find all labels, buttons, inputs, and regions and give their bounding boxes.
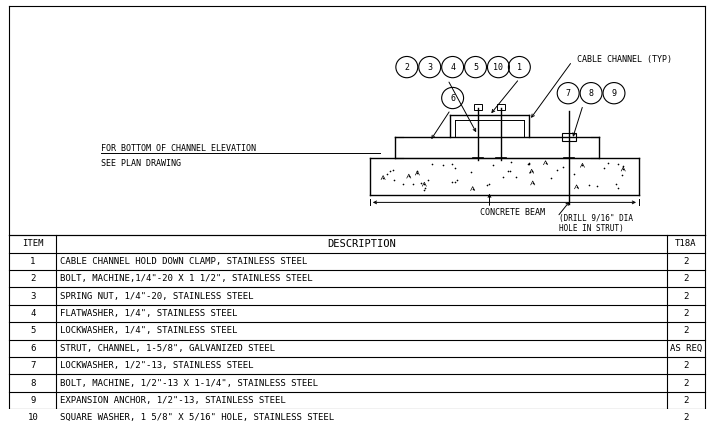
Text: 9: 9: [30, 396, 36, 405]
Text: SPRING NUT, 1/4"-20, STAINLESS STEEL: SPRING NUT, 1/4"-20, STAINLESS STEEL: [60, 292, 253, 300]
Text: 5: 5: [30, 326, 36, 335]
Text: CABLE CHANNEL HOLD DOWN CLAMP, STAINLESS STEEL: CABLE CHANNEL HOLD DOWN CLAMP, STAINLESS…: [60, 257, 308, 266]
Text: STRUT, CHANNEL, 1-5/8", GALVANIZED STEEL: STRUT, CHANNEL, 1-5/8", GALVANIZED STEEL: [60, 344, 275, 353]
Text: BOLT, MACHINE,1/4"-20 X 1 1/2", STAINLESS STEEL: BOLT, MACHINE,1/4"-20 X 1 1/2", STAINLES…: [60, 274, 313, 283]
Text: 3: 3: [30, 292, 36, 300]
Text: 6: 6: [450, 94, 455, 103]
Text: 2: 2: [683, 379, 688, 387]
Text: EXPANSION ANCHOR, 1/2"-13, STAINLESS STEEL: EXPANSION ANCHOR, 1/2"-13, STAINLESS STE…: [60, 396, 286, 405]
Text: 2: 2: [404, 62, 409, 72]
Text: 10: 10: [493, 62, 503, 72]
Text: 2: 2: [683, 326, 688, 335]
Text: 8: 8: [30, 379, 36, 387]
Text: 3: 3: [427, 62, 432, 72]
Text: DESCRIPTION: DESCRIPTION: [327, 239, 396, 249]
Text: CONCRETE BEAM: CONCRETE BEAM: [480, 208, 545, 216]
Text: 2: 2: [683, 361, 688, 370]
Text: 1: 1: [517, 62, 522, 72]
Text: 7: 7: [565, 89, 570, 97]
Text: CABLE CHANNEL (TYP): CABLE CHANNEL (TYP): [577, 55, 672, 64]
Text: SEE PLAN DRAWING: SEE PLAN DRAWING: [101, 159, 181, 168]
Text: ITEM: ITEM: [22, 239, 44, 249]
Text: 2: 2: [683, 257, 688, 266]
Text: 2: 2: [683, 292, 688, 300]
Text: 2: 2: [30, 274, 36, 283]
Text: 7: 7: [30, 361, 36, 370]
Text: FLATWASHER, 1/4", STAINLESS STEEL: FLATWASHER, 1/4", STAINLESS STEEL: [60, 309, 238, 318]
Text: LOCKWASHER, 1/2"-13, STAINLESS STEEL: LOCKWASHER, 1/2"-13, STAINLESS STEEL: [60, 361, 253, 370]
Text: SQUARE WASHER, 1 5/8" X 5/16" HOLE, STAINLESS STEEL: SQUARE WASHER, 1 5/8" X 5/16" HOLE, STAI…: [60, 414, 334, 422]
Text: 1: 1: [30, 257, 36, 266]
Text: 2: 2: [683, 396, 688, 405]
Text: FOR BOTTOM OF CHANNEL ELEVATION: FOR BOTTOM OF CHANNEL ELEVATION: [101, 144, 256, 153]
Text: 2: 2: [683, 274, 688, 283]
Text: 2: 2: [683, 414, 688, 422]
Text: 2: 2: [683, 309, 688, 318]
Text: 9: 9: [611, 89, 616, 97]
Text: 8: 8: [588, 89, 593, 97]
Text: 6: 6: [30, 344, 36, 353]
Text: (DRILL 9/16" DIA: (DRILL 9/16" DIA: [559, 214, 633, 223]
Text: HOLE IN STRUT): HOLE IN STRUT): [559, 224, 624, 233]
Text: AS REQ: AS REQ: [670, 344, 702, 353]
Bar: [498, 104, 506, 110]
Text: 5: 5: [473, 62, 478, 72]
Bar: [562, 133, 576, 141]
Text: 4: 4: [450, 62, 455, 72]
Text: T18A: T18A: [675, 239, 696, 249]
Text: BOLT, MACHINE, 1/2"-13 X 1-1/4", STAINLESS STEEL: BOLT, MACHINE, 1/2"-13 X 1-1/4", STAINLE…: [60, 379, 318, 387]
Text: 4: 4: [30, 309, 36, 318]
Text: 10: 10: [27, 414, 38, 422]
Text: LOCKWASHER, 1/4", STAINLESS STEEL: LOCKWASHER, 1/4", STAINLESS STEEL: [60, 326, 238, 335]
Bar: [473, 104, 481, 110]
